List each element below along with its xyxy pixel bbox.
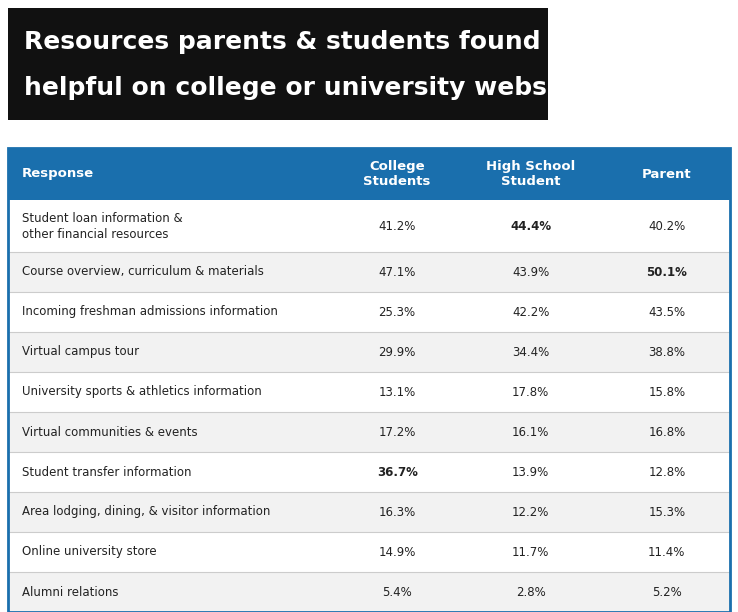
Text: Incoming freshman admissions information: Incoming freshman admissions information xyxy=(22,305,278,318)
Text: Online university store: Online university store xyxy=(22,545,156,559)
FancyBboxPatch shape xyxy=(8,452,730,492)
Text: 13.9%: 13.9% xyxy=(512,466,549,479)
Text: 16.8%: 16.8% xyxy=(648,425,686,439)
Text: Area lodging, dining, & visitor information: Area lodging, dining, & visitor informat… xyxy=(22,506,270,518)
Text: 5.4%: 5.4% xyxy=(382,586,412,599)
Text: 5.2%: 5.2% xyxy=(652,586,682,599)
Text: Response: Response xyxy=(22,168,94,181)
Text: 16.3%: 16.3% xyxy=(379,506,415,518)
Text: 11.4%: 11.4% xyxy=(648,545,686,559)
Text: 41.2%: 41.2% xyxy=(379,220,415,233)
FancyBboxPatch shape xyxy=(8,412,730,452)
FancyBboxPatch shape xyxy=(8,332,730,372)
Text: 2.8%: 2.8% xyxy=(516,586,545,599)
Text: Parent: Parent xyxy=(642,168,692,181)
Text: 42.2%: 42.2% xyxy=(512,305,549,318)
Text: 17.8%: 17.8% xyxy=(512,386,549,398)
Text: Alumni relations: Alumni relations xyxy=(22,586,119,599)
Text: Resources parents & students found most: Resources parents & students found most xyxy=(24,30,620,54)
FancyBboxPatch shape xyxy=(8,372,730,412)
Text: helpful on college or university websites: helpful on college or university website… xyxy=(24,76,599,100)
Text: Virtual campus tour: Virtual campus tour xyxy=(22,346,139,359)
Text: College
Students: College Students xyxy=(364,160,431,188)
FancyBboxPatch shape xyxy=(8,200,730,252)
Text: 15.3%: 15.3% xyxy=(648,506,686,518)
FancyBboxPatch shape xyxy=(8,8,548,120)
Text: Student loan information &
other financial resources: Student loan information & other financi… xyxy=(22,212,182,241)
Text: 12.8%: 12.8% xyxy=(648,466,686,479)
Text: 29.9%: 29.9% xyxy=(379,346,415,359)
Text: 12.2%: 12.2% xyxy=(512,506,549,518)
Text: 43.5%: 43.5% xyxy=(648,305,686,318)
FancyBboxPatch shape xyxy=(8,532,730,572)
FancyBboxPatch shape xyxy=(8,292,730,332)
Text: 44.4%: 44.4% xyxy=(510,220,551,233)
FancyBboxPatch shape xyxy=(8,252,730,292)
Text: High School
Student: High School Student xyxy=(486,160,576,188)
Text: Course overview, curriculum & materials: Course overview, curriculum & materials xyxy=(22,266,264,278)
Text: 17.2%: 17.2% xyxy=(379,425,415,439)
FancyBboxPatch shape xyxy=(8,492,730,532)
Text: 25.3%: 25.3% xyxy=(379,305,415,318)
Text: Virtual communities & events: Virtual communities & events xyxy=(22,425,198,439)
Text: 40.2%: 40.2% xyxy=(648,220,686,233)
Text: 47.1%: 47.1% xyxy=(379,266,415,278)
FancyBboxPatch shape xyxy=(8,148,730,200)
Text: 14.9%: 14.9% xyxy=(379,545,415,559)
Text: 11.7%: 11.7% xyxy=(512,545,549,559)
Text: 43.9%: 43.9% xyxy=(512,266,549,278)
Text: 50.1%: 50.1% xyxy=(646,266,687,278)
Text: 34.4%: 34.4% xyxy=(512,346,549,359)
Text: 38.8%: 38.8% xyxy=(648,346,686,359)
Text: 16.1%: 16.1% xyxy=(512,425,549,439)
FancyBboxPatch shape xyxy=(8,572,730,612)
Text: Student transfer information: Student transfer information xyxy=(22,466,191,479)
Text: 36.7%: 36.7% xyxy=(376,466,418,479)
Text: 15.8%: 15.8% xyxy=(648,386,686,398)
Text: 13.1%: 13.1% xyxy=(379,386,415,398)
Text: University sports & athletics information: University sports & athletics informatio… xyxy=(22,386,262,398)
